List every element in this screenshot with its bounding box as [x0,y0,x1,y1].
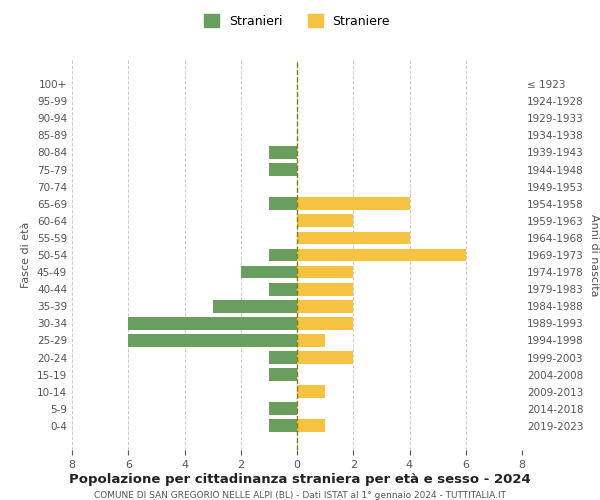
Bar [269,351,297,364]
Bar [269,368,297,381]
Bar [269,248,297,262]
Bar [297,248,466,262]
Bar [297,317,353,330]
Bar [297,198,409,210]
Bar [297,334,325,347]
Bar [297,386,325,398]
Bar [269,198,297,210]
Bar [269,420,297,432]
Bar [128,334,297,347]
Bar [269,402,297,415]
Y-axis label: Anni di nascita: Anni di nascita [589,214,599,296]
Bar [297,351,353,364]
Bar [269,283,297,296]
Y-axis label: Fasce di età: Fasce di età [22,222,31,288]
Bar [297,232,409,244]
Bar [297,420,325,432]
Bar [297,214,353,227]
Bar [269,163,297,176]
Bar [297,266,353,278]
Legend: Stranieri, Straniere: Stranieri, Straniere [199,10,395,33]
Text: COMUNE DI SAN GREGORIO NELLE ALPI (BL) - Dati ISTAT al 1° gennaio 2024 - TUTTITA: COMUNE DI SAN GREGORIO NELLE ALPI (BL) -… [94,490,506,500]
Bar [297,283,353,296]
Bar [128,317,297,330]
Bar [212,300,297,312]
Bar [269,146,297,159]
Text: Popolazione per cittadinanza straniera per età e sesso - 2024: Popolazione per cittadinanza straniera p… [69,474,531,486]
Bar [297,300,353,312]
Bar [241,266,297,278]
